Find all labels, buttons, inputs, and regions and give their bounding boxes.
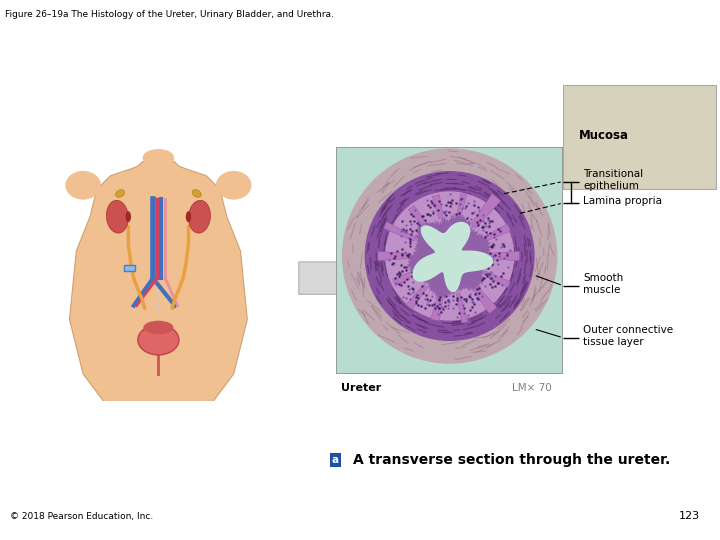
Ellipse shape (189, 200, 210, 233)
Polygon shape (488, 251, 520, 261)
Text: Lamina propria: Lamina propria (583, 197, 662, 206)
Text: © 2018 Pearson Education, Inc.: © 2018 Pearson Education, Inc. (10, 512, 153, 521)
Ellipse shape (143, 321, 174, 334)
Circle shape (342, 148, 557, 364)
Polygon shape (472, 194, 501, 228)
FancyBboxPatch shape (563, 85, 716, 189)
Ellipse shape (116, 190, 125, 197)
Text: Smooth
muscle: Smooth muscle (583, 273, 624, 295)
Circle shape (364, 171, 535, 341)
Text: Outer connective
tissue layer: Outer connective tissue layer (583, 325, 673, 347)
Polygon shape (484, 271, 510, 288)
Ellipse shape (138, 325, 179, 355)
Polygon shape (378, 252, 411, 261)
Polygon shape (69, 158, 248, 401)
Text: 123: 123 (679, 511, 700, 521)
Text: Mucosa: Mucosa (579, 129, 629, 142)
Ellipse shape (192, 190, 201, 197)
Circle shape (385, 191, 514, 321)
Polygon shape (472, 285, 497, 314)
Polygon shape (408, 206, 428, 227)
Ellipse shape (107, 200, 128, 233)
Text: a: a (332, 455, 339, 465)
Text: A transverse section through the ureter.: A transverse section through the ureter. (353, 453, 670, 467)
Polygon shape (413, 222, 493, 292)
Ellipse shape (66, 172, 100, 199)
Ellipse shape (125, 211, 131, 222)
Polygon shape (407, 211, 494, 301)
Polygon shape (431, 293, 444, 321)
Text: Figure 26–19a The Histology of the Ureter, Urinary Bladder, and Urethra.: Figure 26–19a The Histology of the Urete… (5, 10, 334, 19)
FancyArrow shape (299, 254, 364, 302)
Text: Ureter: Ureter (341, 383, 381, 393)
Polygon shape (406, 285, 428, 309)
Polygon shape (456, 293, 468, 323)
Ellipse shape (143, 150, 174, 166)
Ellipse shape (186, 211, 192, 222)
Text: LM× 70: LM× 70 (512, 383, 552, 393)
Text: Transitional
epithelium: Transitional epithelium (583, 169, 643, 191)
Polygon shape (433, 195, 444, 219)
Polygon shape (483, 224, 510, 241)
Polygon shape (392, 271, 416, 286)
Bar (125, 265, 135, 272)
Polygon shape (384, 222, 416, 241)
Polygon shape (456, 194, 467, 219)
Ellipse shape (217, 172, 251, 199)
